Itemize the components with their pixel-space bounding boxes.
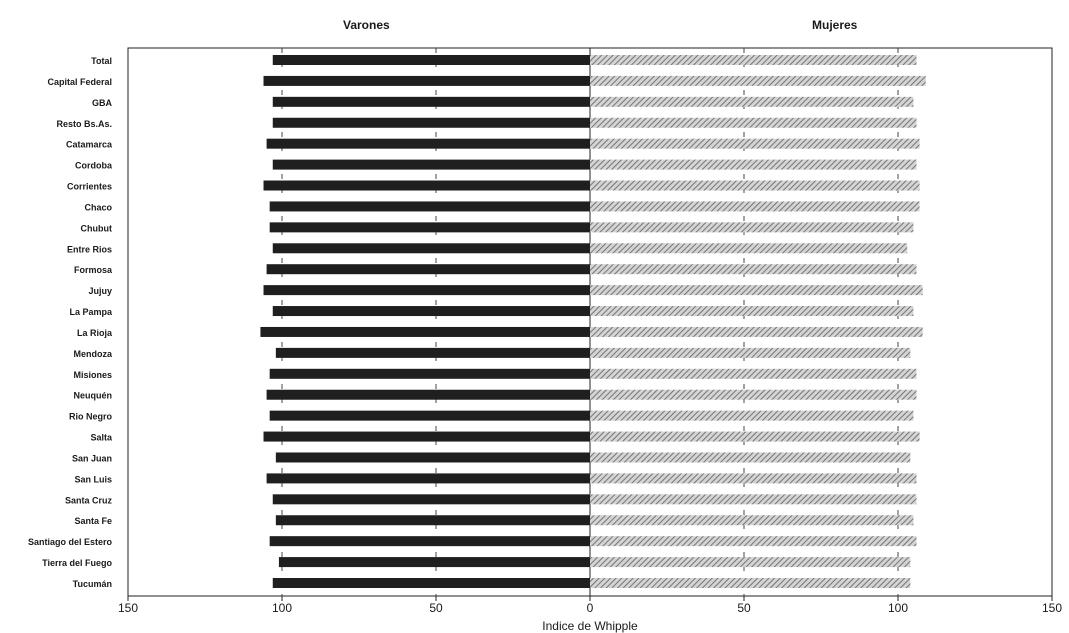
bar-varones	[266, 264, 590, 275]
category-label: Catamarca	[66, 140, 113, 150]
x-tick-label: 150	[1042, 601, 1062, 615]
bar-varones	[263, 431, 590, 442]
bar-mujeres	[590, 222, 914, 233]
bar-varones	[263, 180, 590, 191]
x-axis-label: Indice de Whipple	[542, 619, 638, 633]
bar-varones	[269, 201, 590, 212]
bar-mujeres	[590, 578, 911, 588]
category-label: Tucumán	[73, 579, 112, 589]
category-label: Salta	[90, 433, 113, 443]
bar-mujeres	[590, 536, 917, 547]
bar-varones	[272, 243, 590, 254]
bar-mujeres	[590, 96, 914, 107]
category-label: Tierra del Fuego	[42, 558, 112, 568]
bar-varones	[275, 452, 590, 463]
category-label: Cordoba	[75, 161, 113, 171]
x-tick-label: 50	[737, 601, 751, 615]
bar-mujeres	[590, 306, 914, 317]
bar-mujeres	[590, 452, 911, 463]
x-tick-label: 100	[272, 601, 292, 615]
bar-varones	[269, 222, 590, 233]
category-label: Rio Negro	[69, 412, 113, 422]
category-label: Formosa	[74, 265, 113, 275]
category-label: Santa Cruz	[65, 495, 113, 505]
x-tick-label: 50	[429, 601, 443, 615]
bar-mujeres	[590, 515, 914, 526]
bar-mujeres	[590, 473, 917, 484]
bar-varones	[263, 285, 590, 296]
bar-mujeres	[590, 243, 908, 254]
category-label: Chaco	[84, 202, 112, 212]
bar-varones	[266, 389, 590, 400]
bar-varones	[260, 326, 590, 337]
bar-mujeres	[590, 494, 917, 505]
bar-mujeres	[590, 159, 917, 170]
x-tick-label: 100	[888, 601, 908, 615]
series-title-mujeres: Mujeres	[812, 18, 858, 32]
bar-varones	[263, 75, 590, 86]
bar-varones	[266, 138, 590, 149]
bars-group	[260, 55, 926, 588]
bar-mujeres	[590, 368, 917, 379]
bar-mujeres	[590, 326, 923, 337]
bar-mujeres	[590, 557, 911, 568]
category-label: Santiago del Estero	[28, 537, 113, 547]
category-label: Mendoza	[73, 349, 112, 359]
bar-varones	[278, 557, 590, 568]
bar-varones	[272, 55, 590, 65]
bar-varones	[269, 368, 590, 379]
category-label: Neuquén	[73, 391, 112, 401]
category-label: Total	[91, 56, 112, 66]
category-label: Santa Fe	[74, 516, 112, 526]
bar-varones	[275, 515, 590, 526]
bar-varones	[266, 473, 590, 484]
category-label: Capital Federal	[47, 77, 112, 87]
bar-varones	[275, 347, 590, 358]
category-label: Entre Rios	[67, 244, 112, 254]
category-label: Resto Bs.As.	[56, 119, 112, 129]
category-label: Jujuy	[88, 286, 112, 296]
bar-varones	[272, 494, 590, 505]
x-tick-labels: 150 100 50 0 50 100 150	[118, 601, 1062, 615]
x-tick-label: 0	[587, 601, 594, 615]
bar-varones	[269, 410, 590, 421]
bar-varones	[272, 96, 590, 107]
bar-mujeres	[590, 410, 914, 421]
category-label: San Luis	[74, 474, 112, 484]
bar-varones	[269, 536, 590, 547]
bar-mujeres	[590, 264, 917, 275]
category-label: San Juan	[72, 453, 112, 463]
series-title-varones: Varones	[343, 18, 390, 32]
category-labels: Total Capital Federal GBA Resto Bs.As. Catam…	[28, 56, 113, 589]
bar-varones	[272, 117, 590, 128]
bar-mujeres	[590, 138, 920, 149]
bar-mujeres	[590, 389, 917, 400]
bar-varones	[272, 306, 590, 317]
category-label: La Pampa	[69, 307, 113, 317]
bar-varones	[272, 578, 590, 588]
bar-mujeres	[590, 180, 920, 191]
bar-mujeres	[590, 347, 911, 358]
bar-mujeres	[590, 201, 920, 212]
bar-mujeres	[590, 75, 926, 86]
bar-mujeres	[590, 285, 923, 296]
bar-mujeres	[590, 55, 917, 65]
bar-mujeres	[590, 117, 917, 128]
category-label: Misiones	[73, 370, 112, 380]
x-tick-label: 150	[118, 601, 138, 615]
category-label: La Rioja	[77, 328, 113, 338]
bar-mujeres	[590, 431, 920, 442]
category-label: Chubut	[81, 223, 113, 233]
category-label: Corrientes	[67, 182, 112, 192]
category-label: GBA	[92, 98, 113, 108]
bar-varones	[272, 159, 590, 170]
